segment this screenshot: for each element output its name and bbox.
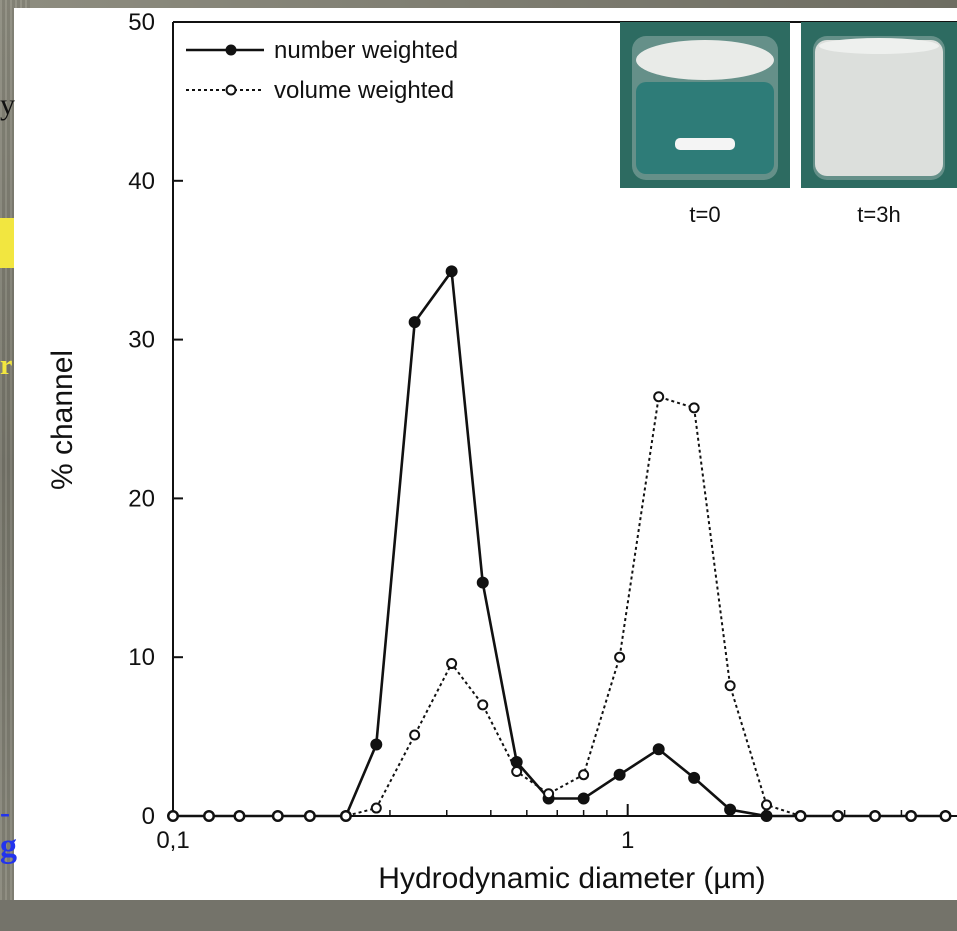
slide-background-top [0,0,957,8]
y-tick-label: 40 [128,168,155,195]
data-point [614,651,626,663]
legend-label: number weighted [274,37,458,64]
data-point [761,799,773,811]
data-point [724,680,736,692]
data-point [795,810,807,822]
powder-layer [636,40,774,80]
chart-panel: 0 10 20 30 40 50 0,1 1 number weighted volume we… [14,8,957,900]
slide-link-fragment: - [0,796,10,829]
series-line [173,267,946,818]
data-point [760,810,773,822]
data-point [578,769,590,781]
y-tick-label: 0 [142,803,155,830]
liquid-surface [819,38,939,54]
data-point [688,402,700,414]
beaker-suspension [815,40,943,176]
series-line [173,395,946,817]
photo-label: t=0 [689,202,720,227]
data-point [446,658,458,670]
beaker-water [636,82,774,174]
data-point [939,810,951,822]
data-point [869,810,881,822]
data-point [409,729,421,741]
stir-bar [675,138,735,150]
x-tick-label: 1 [621,827,634,854]
data-point [272,810,284,822]
data-point [543,788,555,800]
legend-marker [225,44,237,56]
slide-text-fragment: r [0,350,13,381]
data-point [340,810,352,822]
data-point [832,810,844,822]
photo-label: t=3h [857,202,900,227]
chart-legend: number weighted volume weighted [186,37,458,104]
data-point [445,265,458,278]
data-point [370,802,382,814]
slide-background-bottom [0,900,957,931]
series-volume-weighted [167,391,951,822]
legend-label: volume weighted [274,77,454,104]
inset-photo: t=3h [801,22,957,227]
y-tick-label: 30 [128,327,155,354]
slide-link-fragment: g [0,828,17,865]
data-point [370,738,383,751]
data-point [477,699,489,711]
y-tick-label: 50 [128,9,155,36]
data-point [653,391,665,403]
y-axis-title: % channel [46,350,79,490]
data-point [408,316,421,329]
data-point [233,810,245,822]
data-point [652,743,665,756]
x-axis-title: Hydrodynamic diameter (µm) [378,862,765,895]
y-tick-label: 10 [128,644,155,671]
data-point [476,576,489,589]
data-point [905,810,917,822]
data-point [511,766,523,778]
legend-marker [225,84,237,96]
data-point [613,768,626,781]
x-tick-label: 0,1 [156,827,189,854]
data-point [203,810,215,822]
data-point [688,771,701,784]
series-number-weighted [167,265,952,822]
slide-highlight-fragment [0,218,14,268]
data-point [304,810,316,822]
inset-photos: t=0 t=3h [620,22,957,227]
chart-series [167,265,952,822]
y-tick-label: 20 [128,485,155,512]
data-point [577,792,590,805]
size-distribution-chart: 0 10 20 30 40 50 0,1 1 number weighted volume we… [46,9,957,895]
data-point [167,810,179,822]
slide-text-fragment: y [0,88,15,121]
inset-photo: t=0 [620,22,790,227]
data-point [724,803,737,816]
